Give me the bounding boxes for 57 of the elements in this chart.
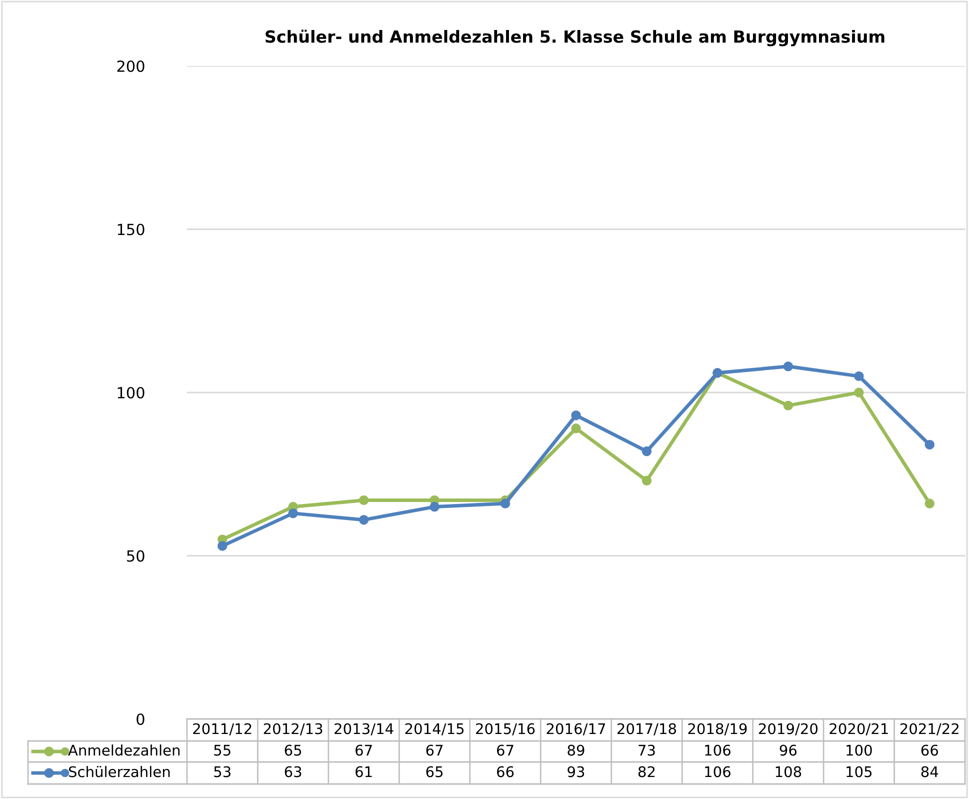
y-tick-label: 150 [118,224,144,236]
x-tick-label: 2016/17 [546,723,606,736]
data-label: 105 [846,766,872,778]
point [571,424,581,434]
point [783,400,794,410]
x-tick-label: 2014/15 [405,723,464,736]
data-label: 67 [356,744,372,756]
y-tick-label: 200 [117,60,144,72]
x-tick-label: 2021/22 [900,723,958,736]
point [854,371,864,382]
chart-title: Schüler- und Anmeldezahlen 5. Klasse Schule am Burggymnasium [266,30,884,46]
data-label: 67 [426,744,443,756]
point [288,508,298,518]
data-label: 96 [780,744,797,756]
data-label: 108 [776,766,802,778]
x-tick-label: 2013/14 [334,723,394,736]
point [571,410,581,420]
data-label: 100 [846,744,872,756]
point [924,440,934,450]
y-tick-label: 50 [127,550,144,562]
x-tick-label: 2017/18 [618,723,676,736]
point [358,514,369,525]
data-label: 93 [568,766,584,778]
point [783,362,794,372]
data-label: 53 [214,766,230,778]
legend-label: Schülerzahlen [68,766,170,778]
y-tick-label: 100 [118,386,144,399]
x-tick-label: 2020/21 [830,723,888,736]
data-label: 84 [921,766,938,778]
x-tick-label: 2011/12 [193,723,252,736]
point [924,498,934,508]
point [500,498,510,508]
y-tick-label: 0 [136,713,144,726]
point [854,388,864,398]
data-label: 106 [705,766,730,778]
data-label: 67 [497,744,514,756]
data-label: 61 [356,766,372,778]
data-label: 66 [921,744,938,756]
point [430,502,440,512]
point [218,541,228,551]
data-label: 106 [705,744,730,756]
data-label: 82 [638,766,655,778]
x-tick-label: 2018/19 [688,723,747,736]
legend-label: Anmeldezahlen [68,744,180,756]
x-tick-label: 2015/16 [476,723,535,736]
data-label: 63 [284,766,302,778]
x-tick-label: 2019/20 [758,723,818,736]
data-label: 65 [284,744,302,756]
data-label: 65 [426,766,443,778]
x-tick-label: 2012/13 [264,723,322,736]
point [358,495,369,506]
data-label: 55 [214,744,230,756]
data-label: 89 [568,744,584,756]
point [642,446,652,456]
data-label: 73 [638,744,655,756]
data-label: 66 [497,766,514,778]
point [642,476,652,486]
